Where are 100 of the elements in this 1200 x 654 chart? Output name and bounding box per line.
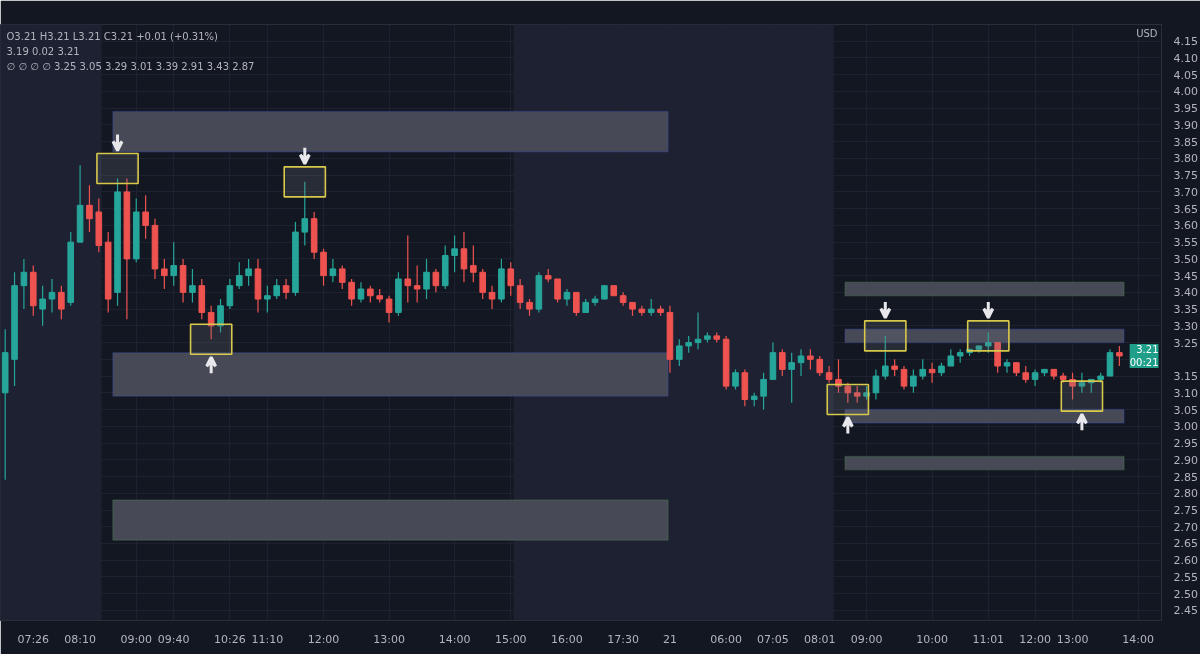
point — [96, 152, 139, 185]
y-tick-label: 2.45 — [1173, 604, 1198, 618]
candlestick — [910, 368, 917, 394]
candlestick — [825, 365, 833, 384]
candlestick — [58, 285, 65, 320]
point — [863, 320, 907, 352]
candlestick — [563, 288, 571, 307]
candlestick — [844, 382, 852, 404]
x-tick-label: 13:00 — [373, 632, 405, 646]
candlestick — [282, 278, 290, 300]
candlestick — [245, 258, 252, 287]
candlestick — [320, 248, 327, 287]
candlestick — [835, 358, 842, 394]
candlestick — [1078, 372, 1086, 394]
candlestick — [404, 234, 412, 304]
y-tick-label: 2.80 — [1173, 487, 1198, 501]
annotation: O3.21 H3.21 L3.21 C3.21 +0.01 (+0.31%) — [6, 30, 219, 42]
candlestick — [301, 181, 309, 247]
candlestick — [423, 258, 430, 300]
candlestick — [451, 234, 458, 273]
y-tick-label: 3.40 — [1173, 286, 1198, 300]
x-tick-label: 07:05 — [757, 632, 789, 646]
point — [1060, 380, 1104, 412]
candlestick — [460, 231, 468, 283]
candlestick — [20, 258, 28, 310]
candlestick — [432, 268, 440, 293]
annotation: 3.21 00:21 — [1129, 343, 1159, 369]
x-tick-label: 14:00 — [1122, 632, 1154, 646]
y-tick-label: 2.65 — [1173, 537, 1198, 551]
y-tick-label: 2.75 — [1173, 504, 1198, 518]
y-tick-label: 3.25 — [1173, 336, 1198, 350]
x-tick-label: 11:10 — [251, 632, 284, 646]
candlestick — [357, 281, 365, 304]
y-tick-label: 2.55 — [1173, 570, 1198, 584]
candlestick — [338, 264, 346, 290]
y-tick-label: 2.60 — [1173, 554, 1198, 568]
x-tick-label: 11:01 — [972, 632, 1005, 646]
y-tick-label: 3.30 — [1173, 319, 1198, 333]
candlestick — [207, 305, 215, 340]
y-tick-label: 4.15 — [1173, 35, 1198, 49]
candlestick — [516, 278, 524, 310]
candlestick — [329, 258, 337, 283]
candlestick — [928, 362, 936, 384]
candlestick — [554, 278, 561, 304]
candlestick — [1031, 368, 1039, 387]
x-tick-label: 10:00 — [916, 632, 948, 646]
x-tick-label: 06:00 — [710, 632, 742, 646]
x-tick-label: 09:00 — [850, 632, 883, 646]
candlestick — [385, 295, 393, 324]
candlestick — [732, 368, 739, 391]
candlestick — [760, 372, 767, 411]
y-tick-label: 3.90 — [1173, 118, 1198, 132]
candlestick — [1069, 372, 1076, 401]
candlestick — [39, 285, 46, 327]
candlestick — [86, 184, 93, 233]
y-tick-label: 3.10 — [1173, 386, 1198, 400]
y-tick-label: 2.85 — [1173, 470, 1198, 484]
y-tick-label: 3.55 — [1173, 236, 1198, 250]
y-tick-label: 3.85 — [1173, 135, 1198, 149]
y-tick-label: 3.15 — [1173, 370, 1198, 384]
candlestick — [900, 365, 908, 391]
annotation: ∅ ∅ ∅ ∅ 3.25 3.05 3.29 3.01 3.39 2.91 3.43 2.87 — [6, 60, 255, 72]
y-tick-label: 2.50 — [1173, 587, 1198, 601]
y-tick-label: 3.50 — [1173, 252, 1198, 266]
candlestick — [881, 335, 889, 381]
candlestick — [479, 268, 486, 300]
candlestick — [984, 331, 992, 354]
point — [283, 166, 327, 198]
x-tick-label: 10:26 — [214, 632, 246, 646]
x-tick-label: 17:30 — [607, 632, 639, 646]
y-tick-label: 3.75 — [1173, 169, 1198, 183]
y-tick-label: 4.00 — [1173, 85, 1198, 99]
candlestick — [413, 264, 421, 304]
candlestick — [161, 258, 168, 290]
x-tick-label: 08:10 — [64, 632, 96, 646]
x-tick-label: 13:00 — [1056, 632, 1089, 646]
candlestick — [470, 244, 477, 283]
point — [966, 320, 1010, 352]
y-tick-label: 3.00 — [1173, 420, 1198, 434]
candlestick — [788, 352, 795, 404]
candlestick — [816, 355, 824, 377]
candlestick — [994, 341, 1001, 374]
y-tick-label: 4.10 — [1173, 51, 1198, 65]
candlestick — [807, 348, 814, 370]
y-tick-label: 3.95 — [1173, 102, 1198, 116]
candlestick — [273, 278, 281, 300]
y-tick-label: 3.05 — [1173, 403, 1198, 417]
x-tick-label: 12:00 — [1019, 632, 1051, 646]
candlestick — [872, 368, 880, 401]
y-tick-label: 2.70 — [1173, 520, 1198, 534]
candlestick — [226, 278, 234, 310]
x-tick-label: 14:00 — [438, 632, 471, 646]
candlestick — [919, 358, 927, 381]
x-tick-label: 09:00 — [120, 632, 153, 646]
x-tick-label: 08:01 — [803, 632, 836, 646]
y-tick-label: 4.05 — [1173, 68, 1198, 82]
candlestick — [778, 348, 786, 377]
x-tick-label: 15:00 — [494, 632, 527, 646]
y-axis-title: USD — [1136, 27, 1158, 39]
candlestick — [217, 298, 224, 334]
